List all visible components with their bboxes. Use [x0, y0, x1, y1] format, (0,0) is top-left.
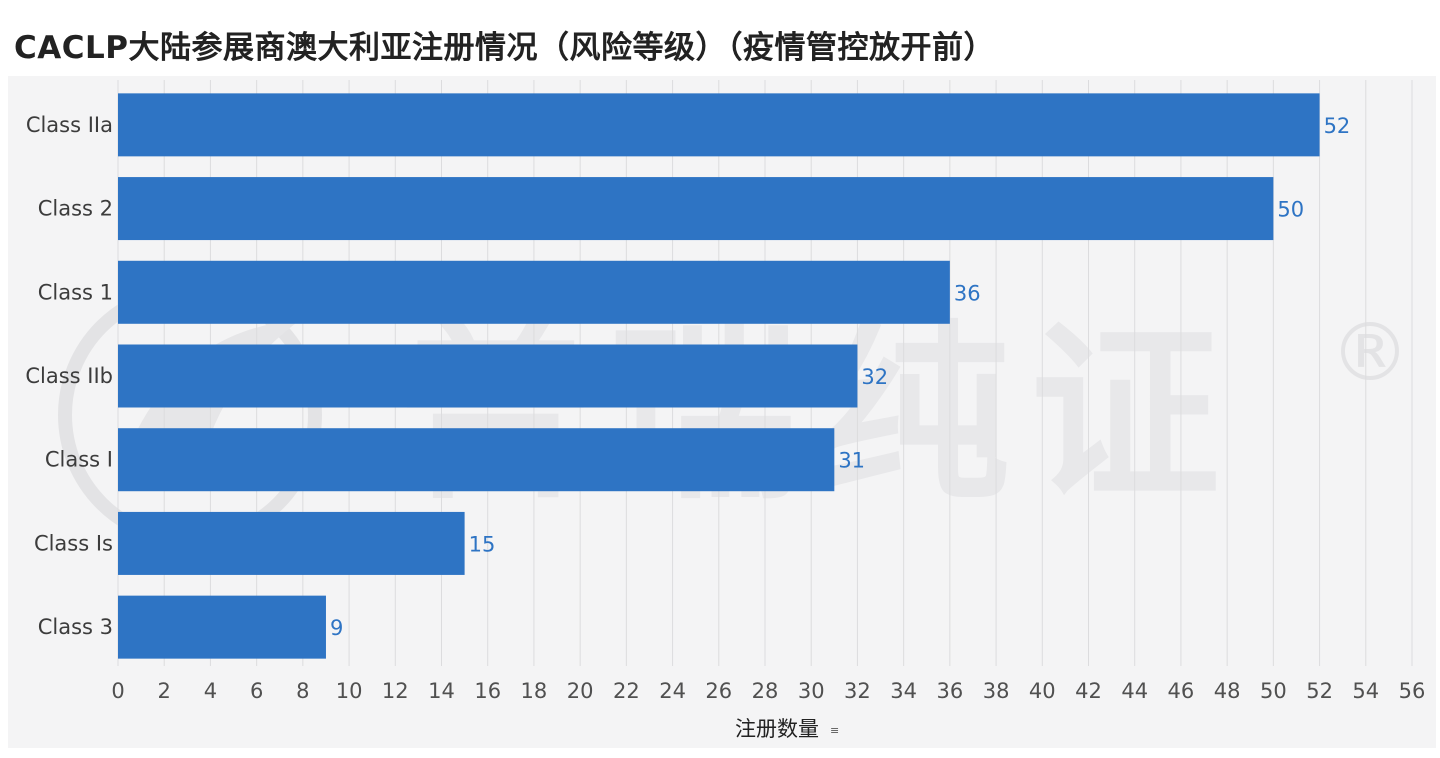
bar: [118, 511, 465, 575]
x-tick-label: 52: [1306, 679, 1333, 703]
bar-value-label: 31: [838, 449, 865, 473]
y-category-label: Class Is: [34, 531, 113, 555]
x-tick-label: 54: [1352, 679, 1379, 703]
x-tick-label: 38: [983, 679, 1010, 703]
watermark-text: 普瑞纯证: [400, 304, 1240, 525]
bar: [118, 93, 1320, 157]
bar-value-label: 32: [861, 365, 888, 389]
x-tick-label: 12: [382, 679, 409, 703]
bar-value-label: 36: [954, 281, 981, 305]
x-tick-label: 40: [1029, 679, 1056, 703]
x-tick-label: 2: [158, 679, 171, 703]
y-category-label: Class I: [45, 448, 113, 472]
x-tick-label: 4: [204, 679, 217, 703]
watermark-registered-mark: ®: [1330, 306, 1410, 399]
y-category-label: Class 3: [38, 615, 113, 639]
x-tick-label: 6: [250, 679, 263, 703]
chart-title: CACLP大陆参展商澳大利亚注册情况（风险等级）（疫情管控放开前）: [14, 30, 995, 66]
watermark: 普瑞纯证 ®: [58, 283, 1410, 547]
x-tick-label: 48: [1214, 679, 1241, 703]
x-tick-label: 20: [567, 679, 594, 703]
x-tick-label: 44: [1121, 679, 1148, 703]
bar-value-label: 9: [330, 616, 343, 640]
sort-icon: ≡: [830, 724, 839, 737]
x-tick-label: 16: [474, 679, 501, 703]
y-category-label: Class IIb: [25, 364, 113, 388]
bar: [118, 428, 835, 492]
x-tick-label: 14: [428, 679, 455, 703]
bar-value-label: 52: [1324, 114, 1351, 138]
bar-value-label: 50: [1277, 198, 1304, 222]
y-category-label: Class 2: [38, 197, 113, 221]
bar: [118, 595, 326, 659]
x-tick-label: 36: [936, 679, 963, 703]
x-tick-label: 22: [613, 679, 640, 703]
x-tick-label: 26: [705, 679, 732, 703]
x-tick-label: 32: [844, 679, 871, 703]
x-tick-label: 0: [111, 679, 124, 703]
x-tick-label: 30: [798, 679, 825, 703]
bars: Class IIa 52 Class 2 50 Class 1 36 Class IIb 32…: [25, 93, 1351, 659]
bar-value-label: 15: [469, 532, 496, 556]
x-tick-label: 46: [1168, 679, 1195, 703]
x-tick-label: 42: [1075, 679, 1102, 703]
y-category-label: Class IIa: [26, 113, 113, 137]
x-tick-label: 34: [890, 679, 917, 703]
x-tick-label: 24: [659, 679, 686, 703]
bar: [118, 260, 950, 324]
x-axis-ticks: 0 2 4 6 8 10 12 14 16 18 20 22 24 26 28 30 32 34 36 38 40 42 4…: [111, 679, 1425, 703]
x-tick-label: 10: [336, 679, 363, 703]
y-category-label: Class 1: [38, 280, 113, 304]
x-axis-title-group: 注册数量 ≡: [735, 717, 839, 741]
x-tick-label: 8: [296, 679, 309, 703]
x-tick-label: 56: [1399, 679, 1426, 703]
x-tick-label: 28: [752, 679, 779, 703]
bar: [118, 344, 858, 408]
x-axis-title: 注册数量: [735, 717, 819, 741]
bar: [118, 177, 1274, 241]
x-tick-label: 18: [521, 679, 548, 703]
x-tick-label: 50: [1260, 679, 1287, 703]
